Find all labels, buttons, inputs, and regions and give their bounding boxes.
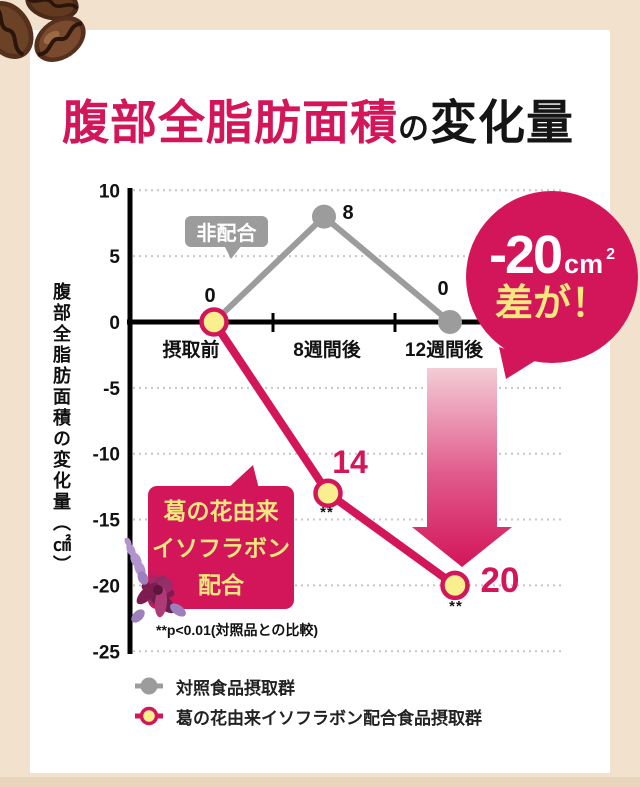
point-label-start-0: 0 (204, 285, 216, 307)
point-label-treatment-20: 20 (480, 561, 520, 600)
page-title-highlight: 腹部全脂肪面積 (62, 96, 398, 149)
legend-label-treatment: 葛の花由来イソフラボン配合食品摂取群 (176, 708, 482, 728)
badge-unit-sup: 2 (606, 246, 615, 264)
point-label-control-0: 0 (437, 278, 449, 300)
badge-unit: cm (564, 249, 604, 280)
kudzu-flower-icon (124, 538, 186, 623)
significance-mark-12weeks: ** (449, 598, 463, 615)
control-series-bubble-label: 非配合 (196, 223, 257, 245)
page-title-particle: の (398, 111, 430, 146)
legend-row-treatment: 葛の花由来イソフラボン配合食品摂取群 (134, 701, 482, 731)
difference-badge: -20 cm 2 差が！ (466, 191, 638, 363)
page-title-rest: 変化量 (430, 96, 574, 149)
page-title: 腹部全脂肪面積の変化量 (62, 84, 574, 153)
badge-value-line: -20 cm 2 (489, 228, 615, 282)
significance-footnote: **p<0.01(対照品との比較) (156, 622, 319, 638)
x-label-before: 摂取前 (162, 340, 220, 361)
x-label-8weeks: 8週間後 (293, 340, 361, 361)
legend-row-control: 対照食品摂取群 (134, 671, 482, 701)
control-series-bubble: 非配合 (185, 216, 268, 247)
x-label-12weeks: 12週間後 (404, 340, 484, 361)
coffee-beans-icon (0, 0, 86, 62)
treatment-series-marker-icon (135, 706, 163, 726)
point-label-treatment-14: 14 (332, 444, 368, 480)
legend: 対照食品摂取群 葛の花由来イソフラボン配合食品摂取群 (134, 671, 482, 731)
badge-value: -20 (489, 225, 563, 286)
significance-mark-8weeks: ** (320, 504, 334, 521)
bottom-border-strip (0, 777, 640, 787)
legend-label-control: 対照食品摂取群 (176, 678, 295, 698)
y-axis-title: 腹部全脂肪面積の変化量（㎠） (51, 282, 71, 576)
point-label-control-8: 8 (342, 202, 354, 224)
treatment-bubble-line1: 葛の花由来 (163, 498, 279, 524)
badge-subtext: 差が！ (494, 283, 609, 326)
control-series-marker-icon (135, 677, 163, 695)
